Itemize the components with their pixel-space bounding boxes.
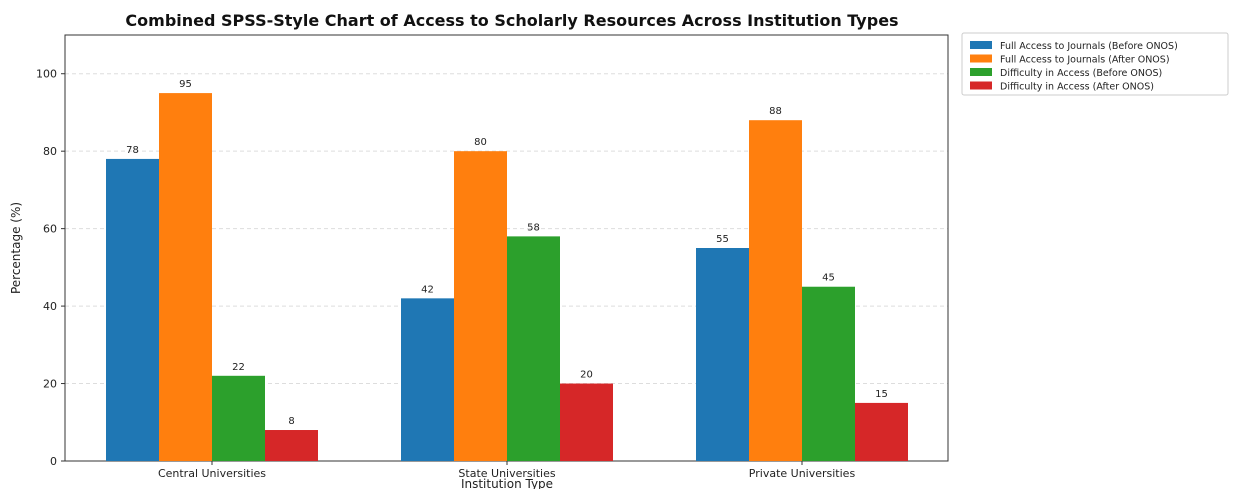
data-label: 55	[716, 234, 729, 245]
legend-swatch	[970, 68, 992, 76]
legend-label: Difficulty in Access (Before ONOS)	[1000, 68, 1162, 79]
legend-label: Difficulty in Access (After ONOS)	[1000, 82, 1154, 93]
data-label: 8	[288, 416, 294, 427]
legend-label: Full Access to Journals (Before ONOS)	[1000, 41, 1178, 52]
x-axis-title: Institution Type	[461, 477, 553, 489]
legend-swatch	[970, 54, 992, 63]
chart-title: Combined SPSS-Style Chart of Access to S…	[125, 11, 898, 30]
y-axis-title: Percentage (%)	[9, 202, 23, 294]
y-axis: 0 20 40 60 80 100	[36, 68, 65, 468]
data-label: 42	[421, 284, 434, 295]
y-tick-label: 0	[50, 455, 57, 468]
bar	[507, 236, 560, 461]
x-tick-label: State Universities	[458, 467, 555, 480]
bar	[454, 151, 507, 461]
y-tick-label: 40	[43, 300, 57, 313]
x-tick-label: Private Universities	[749, 467, 856, 480]
data-label: 88	[769, 106, 782, 117]
y-tick-label: 20	[43, 378, 57, 391]
bar	[401, 298, 454, 461]
bar	[696, 248, 749, 461]
y-tick-label: 60	[43, 223, 57, 236]
legend-frame	[961, 32, 1229, 96]
y-tick-label: 100	[36, 68, 57, 81]
data-label: 22	[232, 362, 245, 373]
data-label: 95	[179, 79, 192, 90]
y-tick-label: 80	[43, 145, 57, 158]
legend-swatch	[970, 41, 992, 49]
bar	[749, 120, 802, 461]
legend-label: Full Access to Journals (After ONOS)	[1000, 55, 1170, 66]
data-label: 45	[822, 273, 835, 284]
x-axis: Central Universities State Universities Pr…	[158, 461, 856, 480]
data-label: 58	[527, 222, 540, 233]
data-label: 15	[875, 389, 888, 400]
bar	[802, 286, 855, 461]
bar	[855, 402, 908, 461]
data-label: 20	[580, 370, 593, 381]
bar	[106, 158, 159, 461]
data-label: 80	[474, 137, 487, 148]
legend-swatch	[970, 81, 992, 90]
bars	[106, 93, 908, 461]
data-labels: 78 95 22 8 42 80 58 20 55 88 45 15	[126, 79, 888, 427]
legend: Full Access to Journals (Before ONOS) Ful…	[961, 32, 1229, 96]
bar	[560, 383, 613, 461]
bar	[159, 93, 212, 461]
bar	[212, 375, 265, 461]
bar	[265, 430, 318, 461]
x-tick-label: Central Universities	[158, 467, 266, 480]
data-label: 78	[126, 145, 139, 156]
